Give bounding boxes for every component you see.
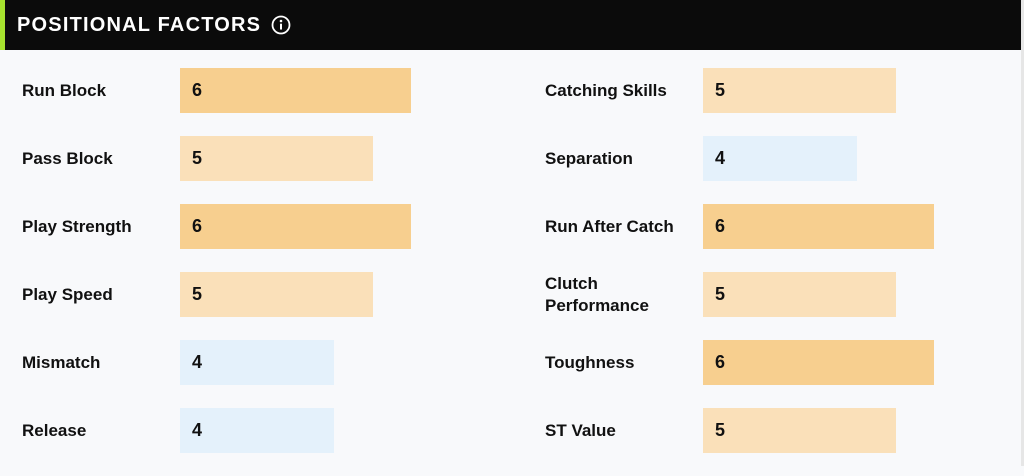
factor-label: Release	[22, 420, 87, 440]
factor-score-bar: 4	[180, 340, 334, 385]
factor-score-bar: 6	[703, 204, 934, 249]
factor-label: Catching Skills	[545, 80, 667, 100]
factor-label: Separation	[545, 148, 633, 168]
factor-label: Pass Block	[22, 148, 113, 168]
factor-label: Run After Catch	[545, 216, 674, 236]
factor-score-bar: 6	[703, 340, 934, 385]
positional-factors-panel: POSITIONAL FACTORS Run Block 6 Pass Bloc…	[0, 0, 1024, 466]
factor-score-bar: 4	[180, 408, 334, 453]
factor-label: Run Block	[22, 80, 107, 100]
factor-score-bar: 5	[703, 68, 896, 113]
factor-label: Clutch Performance	[545, 273, 649, 315]
factor-label: Play Speed	[22, 284, 113, 304]
factor-score-bar: 4	[703, 136, 857, 181]
factor-label: ST Value	[545, 420, 616, 440]
factor-score-bar: 6	[180, 68, 411, 113]
factor-score-bar: 5	[703, 272, 896, 317]
info-icon[interactable]	[271, 15, 291, 35]
factor-label: Mismatch	[22, 352, 101, 372]
panel-edge	[1021, 0, 1024, 466]
factor-score-bar: 5	[180, 272, 373, 317]
factor-score-bar: 5	[180, 136, 373, 181]
panel-title: POSITIONAL FACTORS	[17, 13, 262, 36]
panel-header: POSITIONAL FACTORS	[0, 0, 1021, 50]
factor-score-bar: 6	[180, 204, 411, 249]
factor-label: Play Strength	[22, 216, 132, 236]
factor-label: Toughness	[545, 352, 635, 372]
factor-score-bar: 5	[703, 408, 896, 453]
